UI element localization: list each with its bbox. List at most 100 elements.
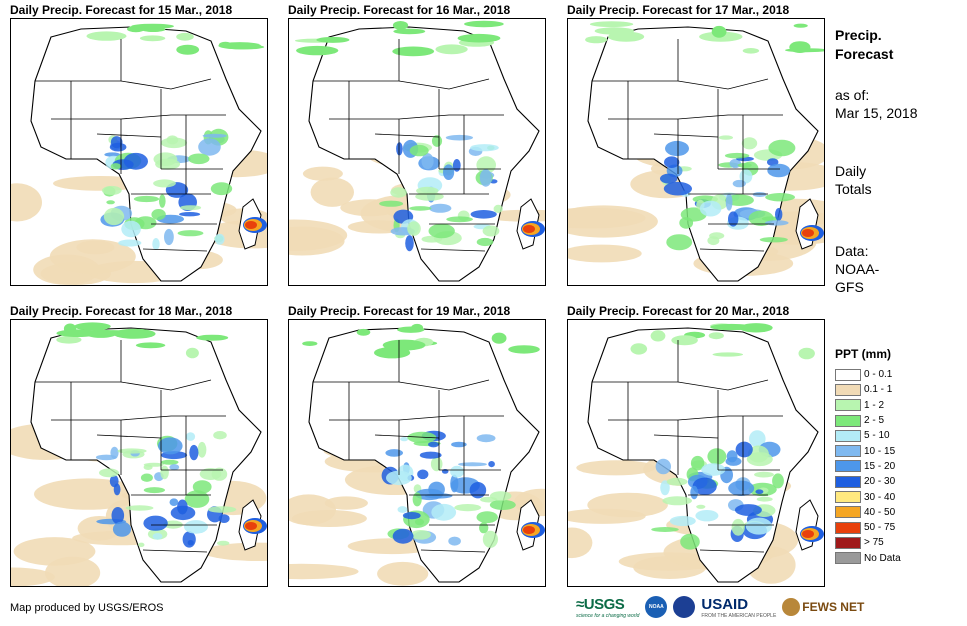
precip-blob [143, 487, 165, 494]
precip-blob [690, 455, 705, 471]
precip-blob [416, 186, 439, 195]
precip-blob [655, 458, 671, 475]
precip-blob [731, 518, 745, 536]
precip-blob [409, 206, 432, 211]
precip-blob [759, 237, 788, 243]
dry-ocean-patch [291, 510, 367, 527]
precip-blob [767, 163, 791, 178]
precip-blob [728, 480, 755, 496]
precip-blob [356, 328, 371, 336]
precip-blob [428, 223, 455, 239]
precip-blob [445, 134, 473, 141]
precip-blob [489, 491, 512, 501]
asof-label: as of: [835, 87, 870, 103]
precip-blob [421, 153, 434, 170]
precip-blob [210, 182, 233, 196]
precip-blob [155, 158, 181, 170]
usaid-logo: USAID FROM THE AMERICAN PEOPLE [701, 596, 776, 619]
country-border [677, 78, 769, 90]
precip-map-svg [568, 21, 824, 282]
noaa-logo-text: NOAA [649, 604, 664, 610]
precip-blob [493, 204, 503, 213]
precip-blob [666, 477, 688, 486]
precip-map-15-mar [10, 18, 268, 286]
legend-swatch [835, 506, 861, 519]
precip-blob [410, 530, 431, 540]
precip-blob [765, 220, 789, 226]
precip-blob [396, 142, 403, 156]
dry-ocean-patch [568, 527, 593, 559]
precip-blob [470, 210, 497, 219]
precip-blob [96, 330, 129, 336]
dry-ocean-patch [76, 240, 115, 255]
map-panel-19-mar: Daily Precip. Forecast for 19 Mar., 2018 [288, 304, 546, 587]
dry-ocean-patch [302, 166, 343, 181]
panel-title: Daily Precip. Forecast for 15 Mar., 2018 [10, 3, 233, 17]
country-border [120, 78, 212, 90]
precip-blob [218, 41, 232, 48]
precip-blob [169, 464, 180, 471]
precip-blob [718, 135, 733, 140]
precip-blob [742, 48, 760, 54]
precip-blob [695, 510, 719, 522]
precip-blob [112, 521, 132, 537]
precip-blob [680, 207, 707, 222]
country-border [608, 415, 783, 421]
precip-blob [188, 153, 210, 165]
country-border [120, 379, 212, 391]
country-border [329, 114, 504, 120]
precip-map-16-mar [288, 18, 546, 286]
legend-label: > 75 [864, 537, 884, 549]
precip-blob [660, 173, 678, 184]
precip-blob [489, 499, 516, 510]
precip-blob [709, 232, 725, 240]
legend-item: 20 - 30 [835, 474, 963, 489]
heavy-precip-cell [245, 221, 257, 229]
country-border [699, 549, 765, 553]
legend-item: 0 - 0.1 [835, 367, 963, 382]
map-panel-15-mar: Daily Precip. Forecast for 15 Mar., 2018 [10, 3, 268, 286]
precip-blob [457, 33, 501, 43]
legend-rows: 0 - 0.1 0.1 - 1 1 - 2 2 - 5 5 - 10 10 - 15 15 … [835, 367, 963, 566]
precip-blob [482, 530, 498, 548]
precip-blob [765, 193, 795, 202]
legend-label: 20 - 30 [864, 476, 896, 488]
map-panel-18-mar: Daily Precip. Forecast for 18 Mar., 2018 [10, 304, 268, 587]
precip-blob [158, 437, 183, 455]
legend-label: 0.1 - 1 [864, 384, 893, 396]
precip-blob [699, 200, 722, 217]
legend-item: 0.1 - 1 [835, 382, 963, 397]
country-border [329, 415, 504, 421]
panel-title: Daily Precip. Forecast for 18 Mar., 2018 [10, 304, 233, 318]
precip-blob [402, 512, 421, 520]
precip-blob [74, 322, 111, 331]
legend-item: No Data [835, 551, 963, 566]
country-border [96, 434, 162, 439]
precip-blob [379, 200, 404, 207]
usaid-logo-text: USAID [701, 595, 749, 613]
precip-blob [131, 23, 174, 29]
precip-blob [585, 36, 608, 44]
heavy-precip-cell [245, 522, 257, 530]
country-border [653, 434, 719, 439]
precip-blob [133, 195, 160, 203]
precip-blob [101, 185, 122, 195]
precip-blob [316, 36, 350, 43]
precip-blob [429, 203, 452, 213]
asof-date: Mar 15, 2018 [835, 105, 918, 121]
precip-blob [479, 169, 492, 187]
precip-blob [211, 467, 228, 481]
precip-blob [187, 540, 194, 546]
precip-blob [451, 441, 467, 448]
precip-blob [95, 454, 117, 461]
africa-landmass [30, 26, 262, 282]
precip-blob [392, 46, 435, 57]
precip-blob [110, 136, 123, 149]
sidebar-heading-line1: Precip. [835, 27, 882, 43]
dry-ocean-patch [568, 508, 646, 524]
legend-item: 5 - 10 [835, 428, 963, 443]
precip-blob [160, 465, 169, 480]
precip-blob [392, 528, 414, 544]
precip-blob [785, 48, 824, 53]
panel-title: Daily Precip. Forecast for 17 Mar., 2018 [567, 3, 790, 17]
